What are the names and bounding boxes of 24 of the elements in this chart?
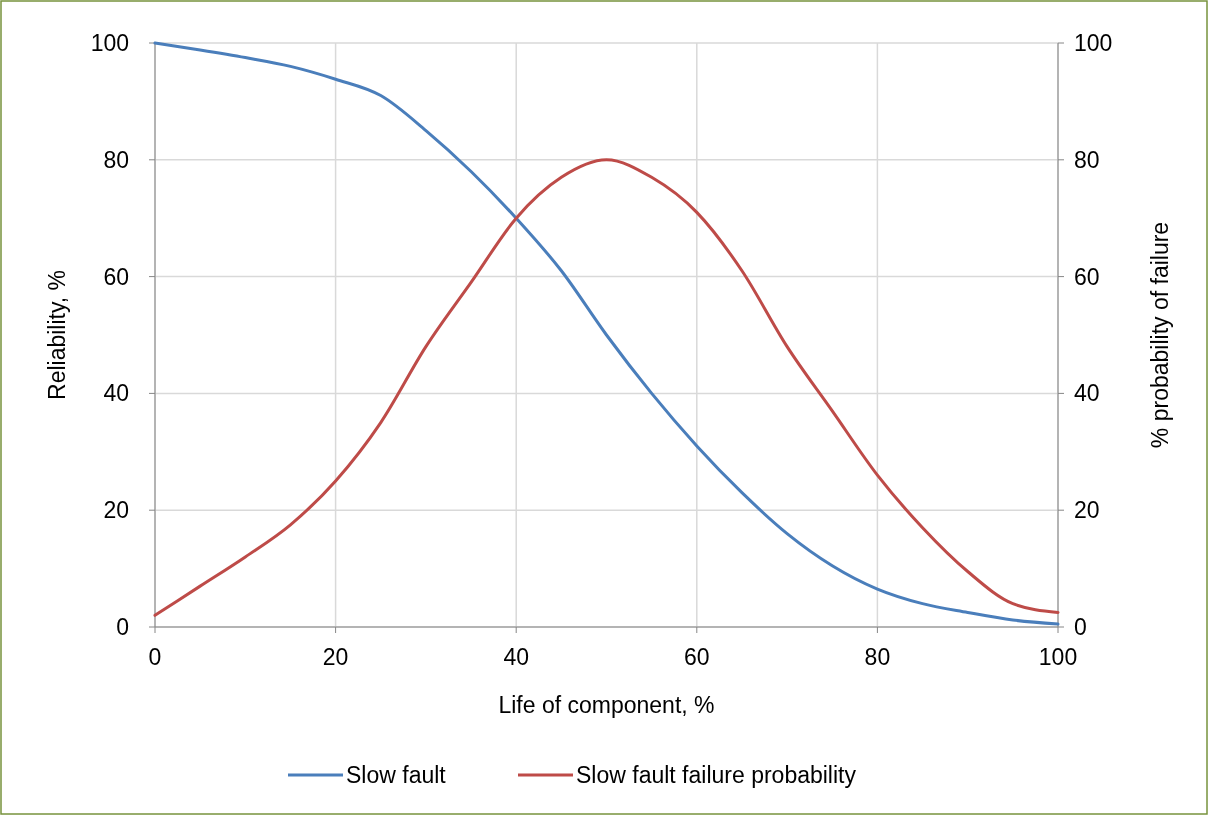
legend-label: Slow fault failure probability (576, 762, 857, 788)
y-tick-label: 40 (103, 380, 129, 407)
y2-tick-label: 0 (1074, 614, 1087, 640)
y2-tick-label: 40 (1074, 380, 1100, 407)
x-tick-label: 0 (148, 644, 162, 670)
y2-axis-title: % probability of failure (1147, 221, 1173, 449)
y2-tick-label: 60 (1074, 263, 1100, 290)
y-tick-label: 0 (116, 614, 129, 640)
x-axis-title: Life of component, % (498, 692, 715, 718)
x-tick-label: 40 (503, 644, 529, 670)
y-axis-title: Reliability, % (44, 270, 70, 400)
y-tick-label: 60 (103, 263, 129, 290)
legend-label: Slow fault (346, 762, 447, 788)
y-tick-label: 20 (103, 497, 129, 524)
x-tick-label: 80 (864, 644, 891, 670)
x-tick-label: 100 (1038, 644, 1078, 670)
y2-tick-label: 20 (1074, 497, 1100, 524)
x-tick-label: 20 (322, 644, 349, 670)
y-tick-label: 80 (103, 146, 129, 173)
line-series (153, 158, 1060, 617)
x-tick-label: 60 (684, 644, 710, 670)
y-tick-label: 100 (90, 30, 129, 56)
y2-tick-label: 80 (1074, 146, 1100, 173)
y2-tick-label: 100 (1074, 30, 1113, 56)
